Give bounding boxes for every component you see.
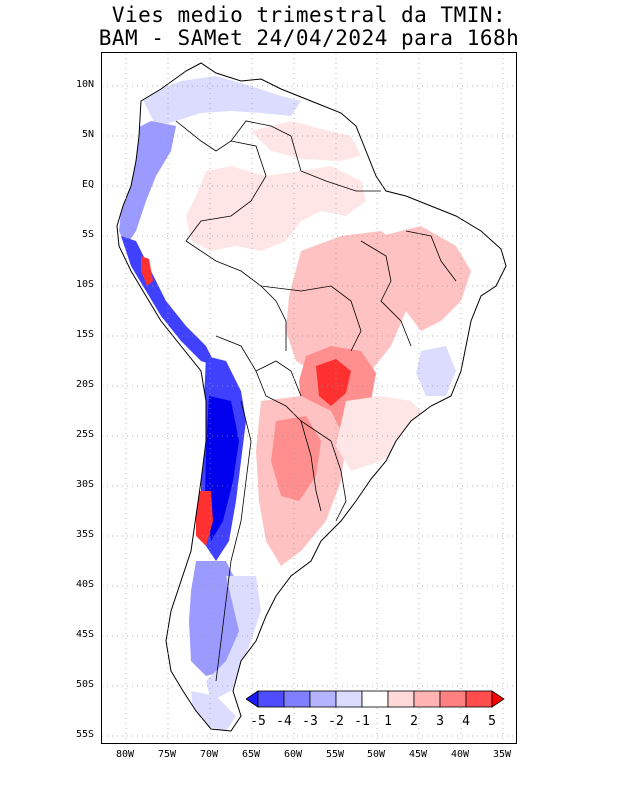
colorbar-box: [387, 690, 415, 708]
colorbar-box: [309, 690, 337, 708]
lat-label: EQ: [81, 179, 94, 190]
lat-label: 20S: [75, 379, 94, 390]
lon-label: 55W: [325, 749, 345, 760]
colorbar-tick-label: -4: [276, 714, 292, 729]
warm-bias-region-central-brazil: [286, 231, 411, 381]
lon-label: 60W: [283, 749, 303, 760]
coastline: [116, 62, 507, 732]
cold-bias-region-chile-max: [205, 396, 239, 541]
cold-bias-region-caribbean-coast: [141, 76, 301, 126]
colorbar-tick-label: 3: [436, 714, 444, 729]
lat-label: 30S: [75, 479, 94, 490]
map-frame: [101, 52, 517, 744]
warm-bias-region-northeast: [381, 226, 471, 331]
colorbar-box: [413, 690, 441, 708]
colorbar-tick-label: 5: [488, 714, 496, 729]
country-borders: [175, 120, 457, 682]
lat-label: 40S: [75, 579, 94, 590]
warm-bias-spot-chile: [196, 491, 213, 546]
colorbar-left-arrow: [246, 690, 259, 708]
colorbar-box: [283, 690, 311, 708]
lat-label: 50S: [75, 679, 94, 690]
colorbar-box: [439, 690, 467, 708]
lat-label: 10N: [75, 79, 94, 90]
cold-bias-region-east-coast: [416, 346, 456, 396]
lat-label: 10S: [75, 279, 94, 290]
lon-label: 65W: [241, 749, 261, 760]
lat-lon-grid: [102, 53, 516, 743]
colorbar-right-arrow: [491, 690, 505, 708]
colorbar-box: [257, 690, 285, 708]
lon-label: 75W: [157, 749, 177, 760]
lon-label: 45W: [408, 749, 428, 760]
cold-bias-region-patagonia-east: [206, 576, 261, 701]
lat-label: 45S: [75, 629, 94, 640]
lon-label: 80W: [115, 749, 135, 760]
colorbar-tick-label: 2: [410, 714, 418, 729]
lat-label: 5S: [81, 229, 94, 240]
lon-label: 40W: [450, 749, 470, 760]
map-title-line2: BAM - SAMet 24/04/2024 para 168h: [98, 26, 520, 50]
lat-label: 25S: [75, 429, 94, 440]
warm-bias-region-southeast: [336, 396, 431, 471]
warm-bias-region-max: [316, 359, 351, 406]
lon-label: 70W: [199, 749, 219, 760]
colorbar-tick-label: 4: [462, 714, 470, 729]
lat-label: 5N: [81, 129, 94, 140]
warm-bias-spot-peru: [141, 256, 153, 286]
bias-field: [119, 76, 471, 731]
colorbar-tick-label: -1: [354, 714, 370, 729]
colorbar: [246, 690, 505, 708]
lat-label: 15S: [75, 329, 94, 340]
colorbar-tick-label: -3: [302, 714, 318, 729]
lat-label: 55S: [75, 729, 94, 740]
colorbar-box: [361, 690, 389, 708]
lon-label: 50W: [366, 749, 386, 760]
colorbar-tick-label: -5: [250, 714, 266, 729]
lat-label: 35S: [75, 529, 94, 540]
colorbar-box: [465, 690, 493, 708]
warm-bias-region-pampas: [271, 416, 321, 501]
warm-bias-region-amazon: [186, 166, 366, 251]
colorbar-box: [335, 690, 363, 708]
lon-label: 35W: [492, 749, 512, 760]
bias-map: [102, 53, 516, 743]
warm-bias-region-north: [251, 121, 361, 161]
colorbar-tick-label: 1: [384, 714, 392, 729]
map-title-line1: Vies medio trimestral da TMIN:: [111, 3, 507, 27]
colorbar-tick-label: -2: [328, 714, 344, 729]
